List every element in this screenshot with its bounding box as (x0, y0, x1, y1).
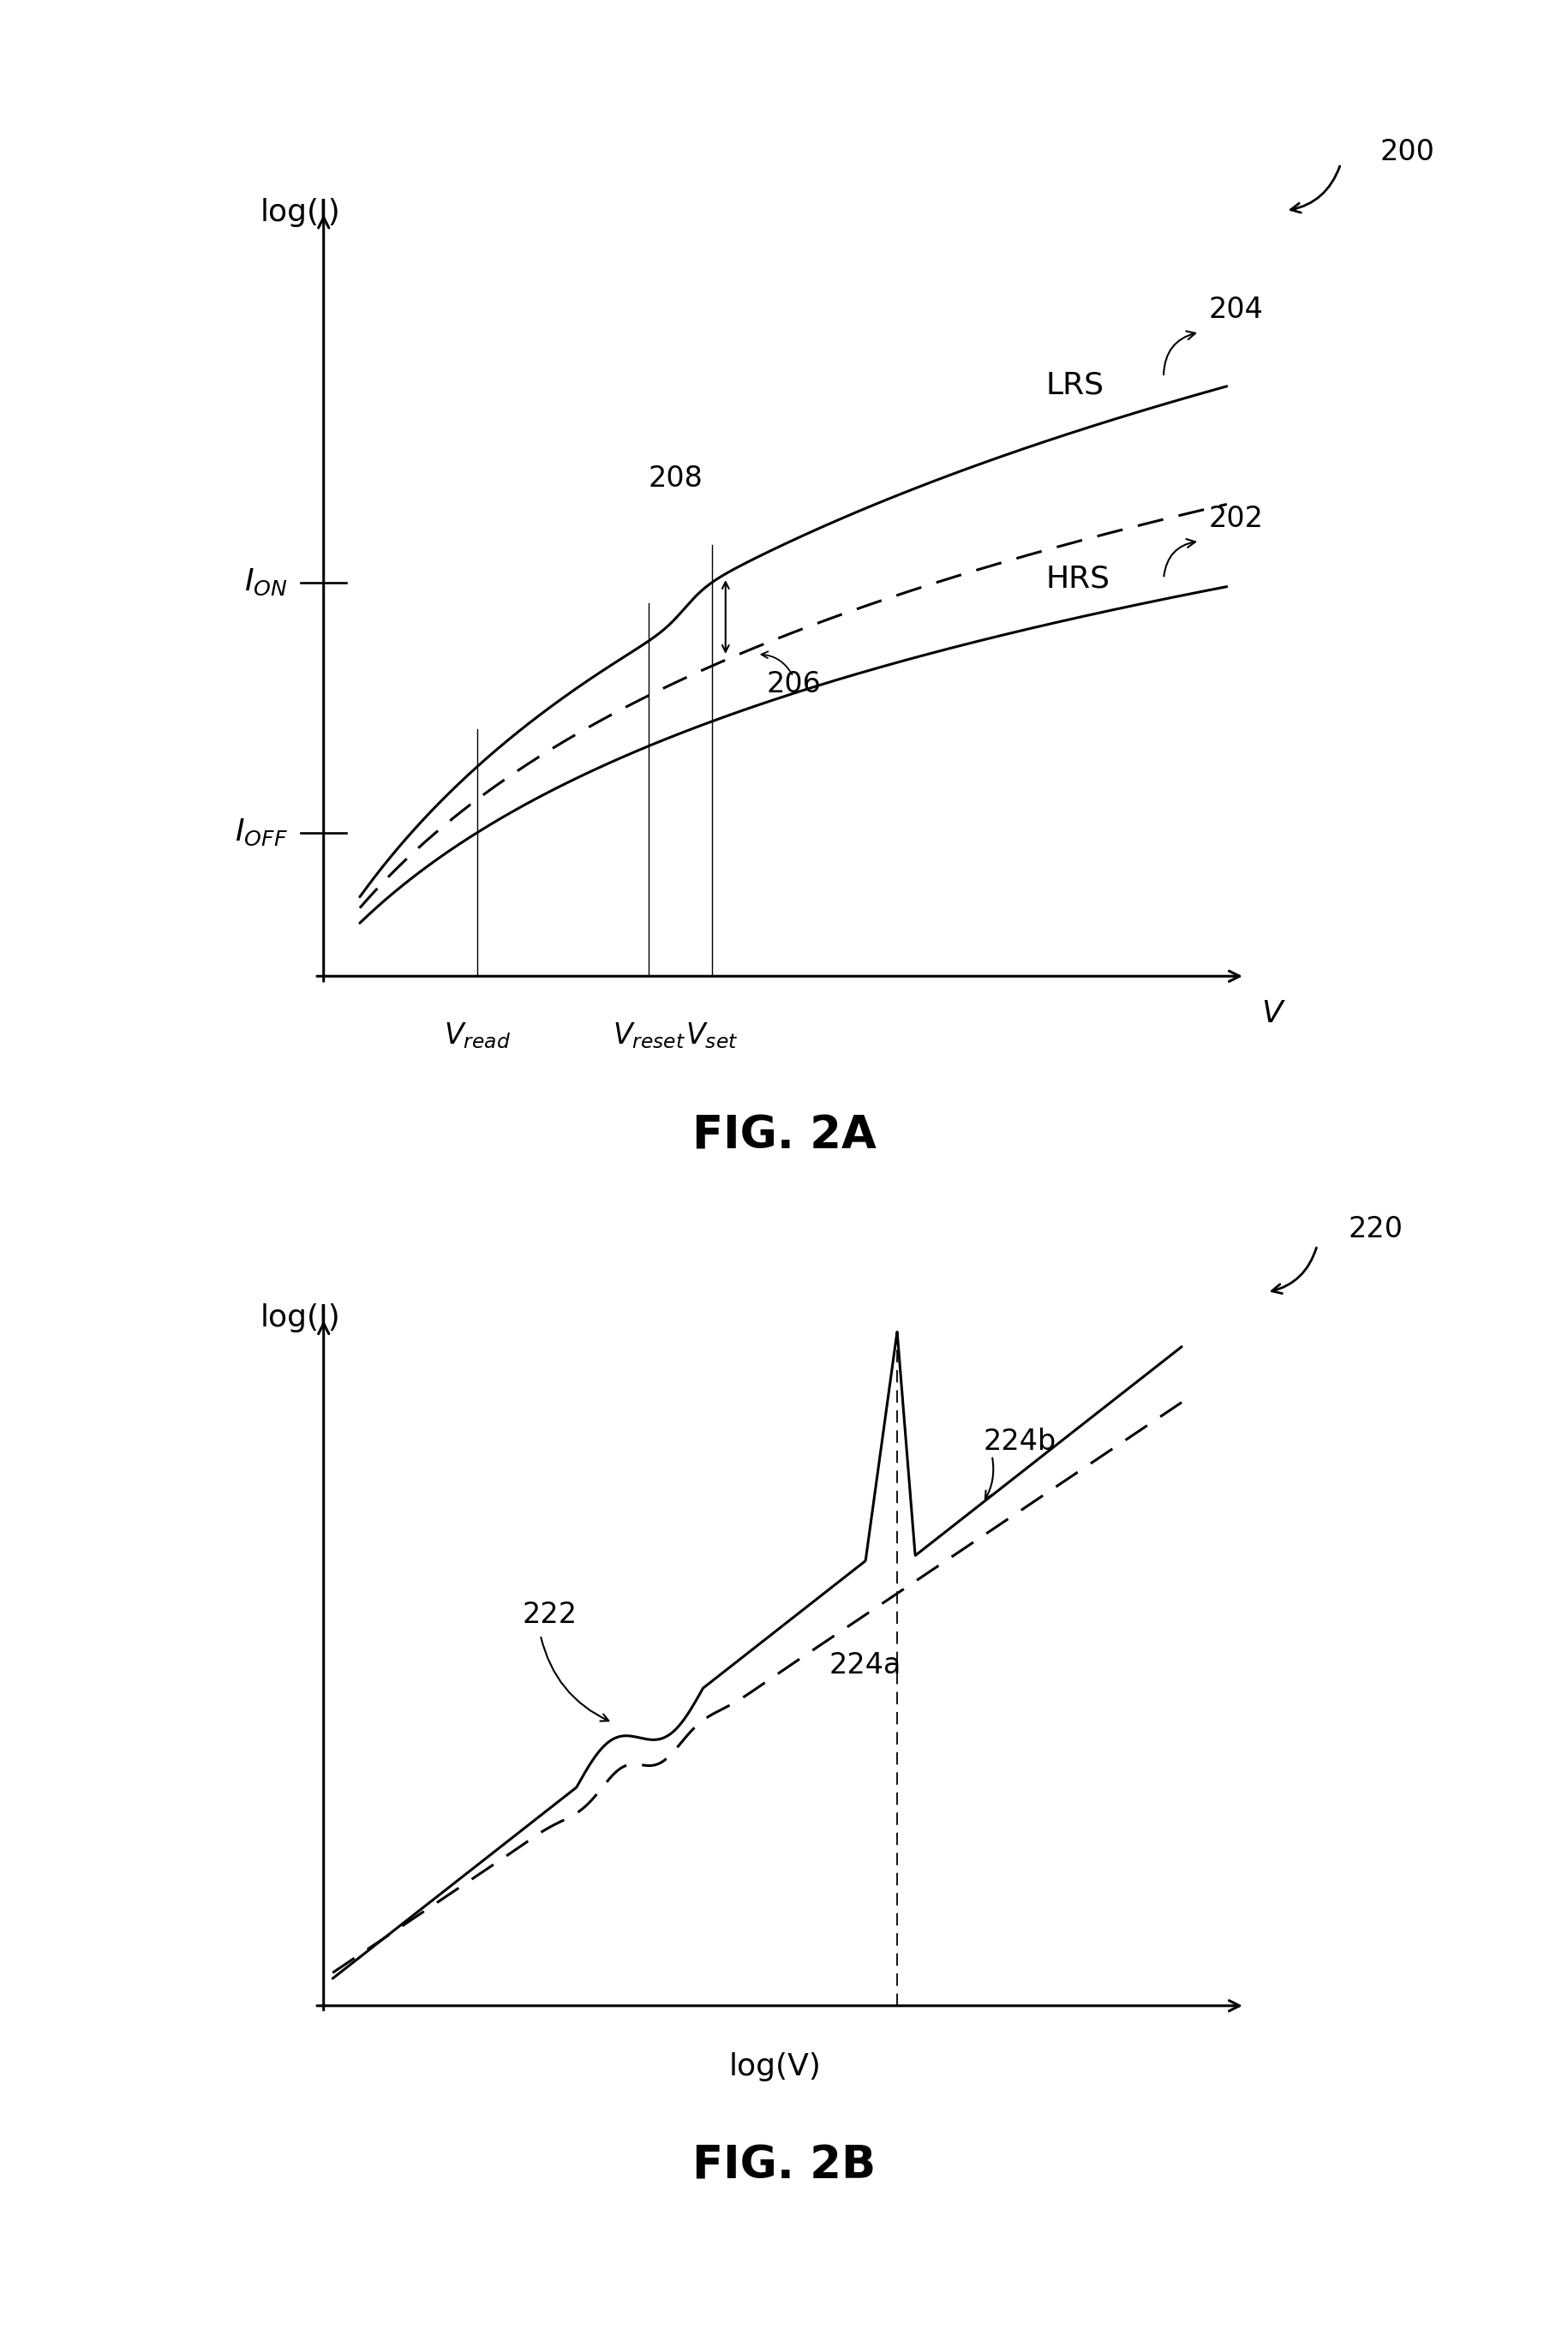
Text: HRS: HRS (1046, 564, 1110, 595)
Text: 224a: 224a (829, 1650, 902, 1678)
Text: $I_{OFF}$: $I_{OFF}$ (235, 817, 287, 847)
Text: 200: 200 (1380, 138, 1435, 166)
Text: V: V (1261, 1000, 1283, 1028)
Text: log(I): log(I) (260, 197, 340, 227)
Text: 224b: 224b (983, 1428, 1055, 1456)
Text: 222: 222 (522, 1601, 577, 1629)
Text: 204: 204 (1209, 295, 1264, 323)
Text: $V_{read}$: $V_{read}$ (444, 1021, 511, 1051)
Text: FIG. 2A: FIG. 2A (691, 1112, 877, 1159)
Text: 206: 206 (767, 670, 822, 698)
Text: 202: 202 (1209, 506, 1264, 534)
Text: log(V): log(V) (729, 2051, 822, 2081)
Text: $V_{reset}$: $V_{reset}$ (612, 1021, 685, 1051)
Text: log(I): log(I) (260, 1304, 340, 1332)
Text: 208: 208 (649, 464, 702, 492)
Text: $V_{set}$: $V_{set}$ (685, 1021, 739, 1051)
Text: FIG. 2B: FIG. 2B (691, 2142, 877, 2189)
Text: $I_{ON}$: $I_{ON}$ (245, 567, 287, 597)
Text: 220: 220 (1348, 1215, 1403, 1243)
Text: LRS: LRS (1046, 370, 1104, 400)
